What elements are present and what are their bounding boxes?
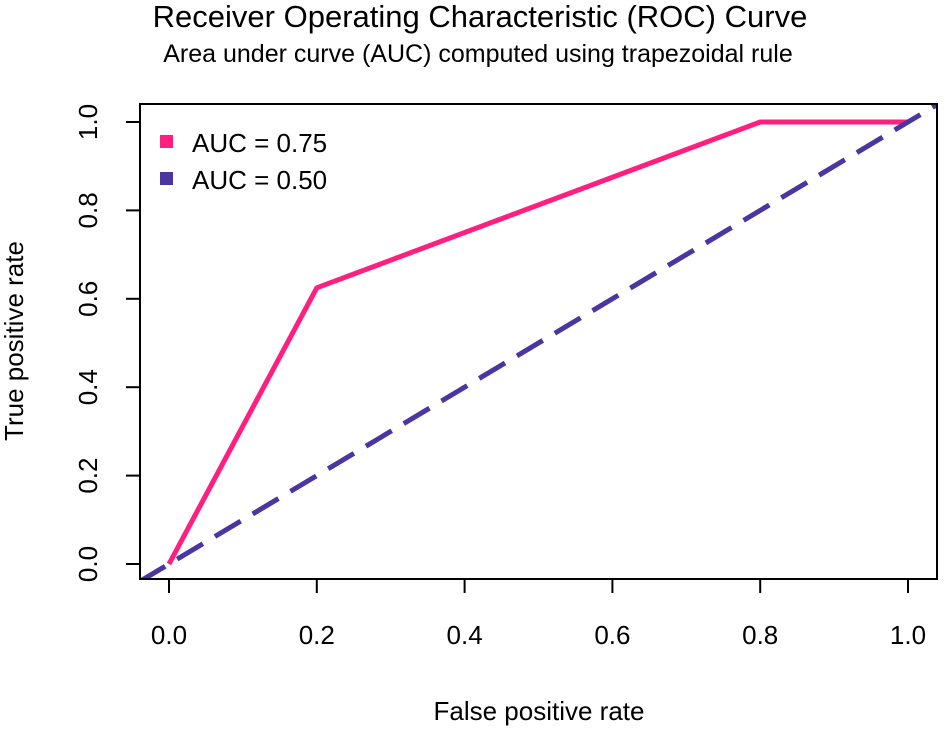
- series-layer: [140, 104, 937, 579]
- legend-label: AUC = 0.50: [192, 165, 327, 195]
- y-axis-label: True positive rate: [0, 241, 29, 441]
- legend-swatch: [160, 135, 173, 148]
- x-tick-label: 0.0: [151, 620, 187, 650]
- x-axis: 0.0 0.2 0.4 0.6 0.8 1.0: [151, 578, 926, 650]
- y-tick-label: 0.2: [73, 458, 103, 494]
- legend: AUC = 0.75 AUC = 0.50: [160, 128, 327, 195]
- series-line-1: [166, 119, 908, 566]
- x-tick-label: 0.6: [594, 620, 630, 650]
- x-tick-label: 0.8: [742, 620, 778, 650]
- y-axis: 0.0 0.2 0.4 0.6 0.8 1.0: [73, 104, 141, 582]
- y-tick-label: 0.6: [73, 281, 103, 317]
- x-tick-label: 0.2: [299, 620, 335, 650]
- y-tick-label: 0.8: [73, 192, 103, 228]
- y-tick-label: 0.4: [73, 369, 103, 405]
- chart-subtitle: Area under curve (AUC) computed using tr…: [163, 40, 792, 68]
- legend-label: AUC = 0.75: [192, 128, 327, 158]
- series-line-2: [140, 104, 937, 579]
- chart-title: Receiver Operating Characteristic (ROC) …: [153, 0, 808, 34]
- x-tick-label: 1.0: [890, 620, 926, 650]
- y-tick-label: 1.0: [73, 104, 103, 140]
- x-tick-label: 0.4: [447, 620, 483, 650]
- y-tick-label: 0.0: [73, 546, 103, 582]
- legend-swatch: [160, 172, 173, 185]
- x-axis-label: False positive rate: [434, 696, 645, 726]
